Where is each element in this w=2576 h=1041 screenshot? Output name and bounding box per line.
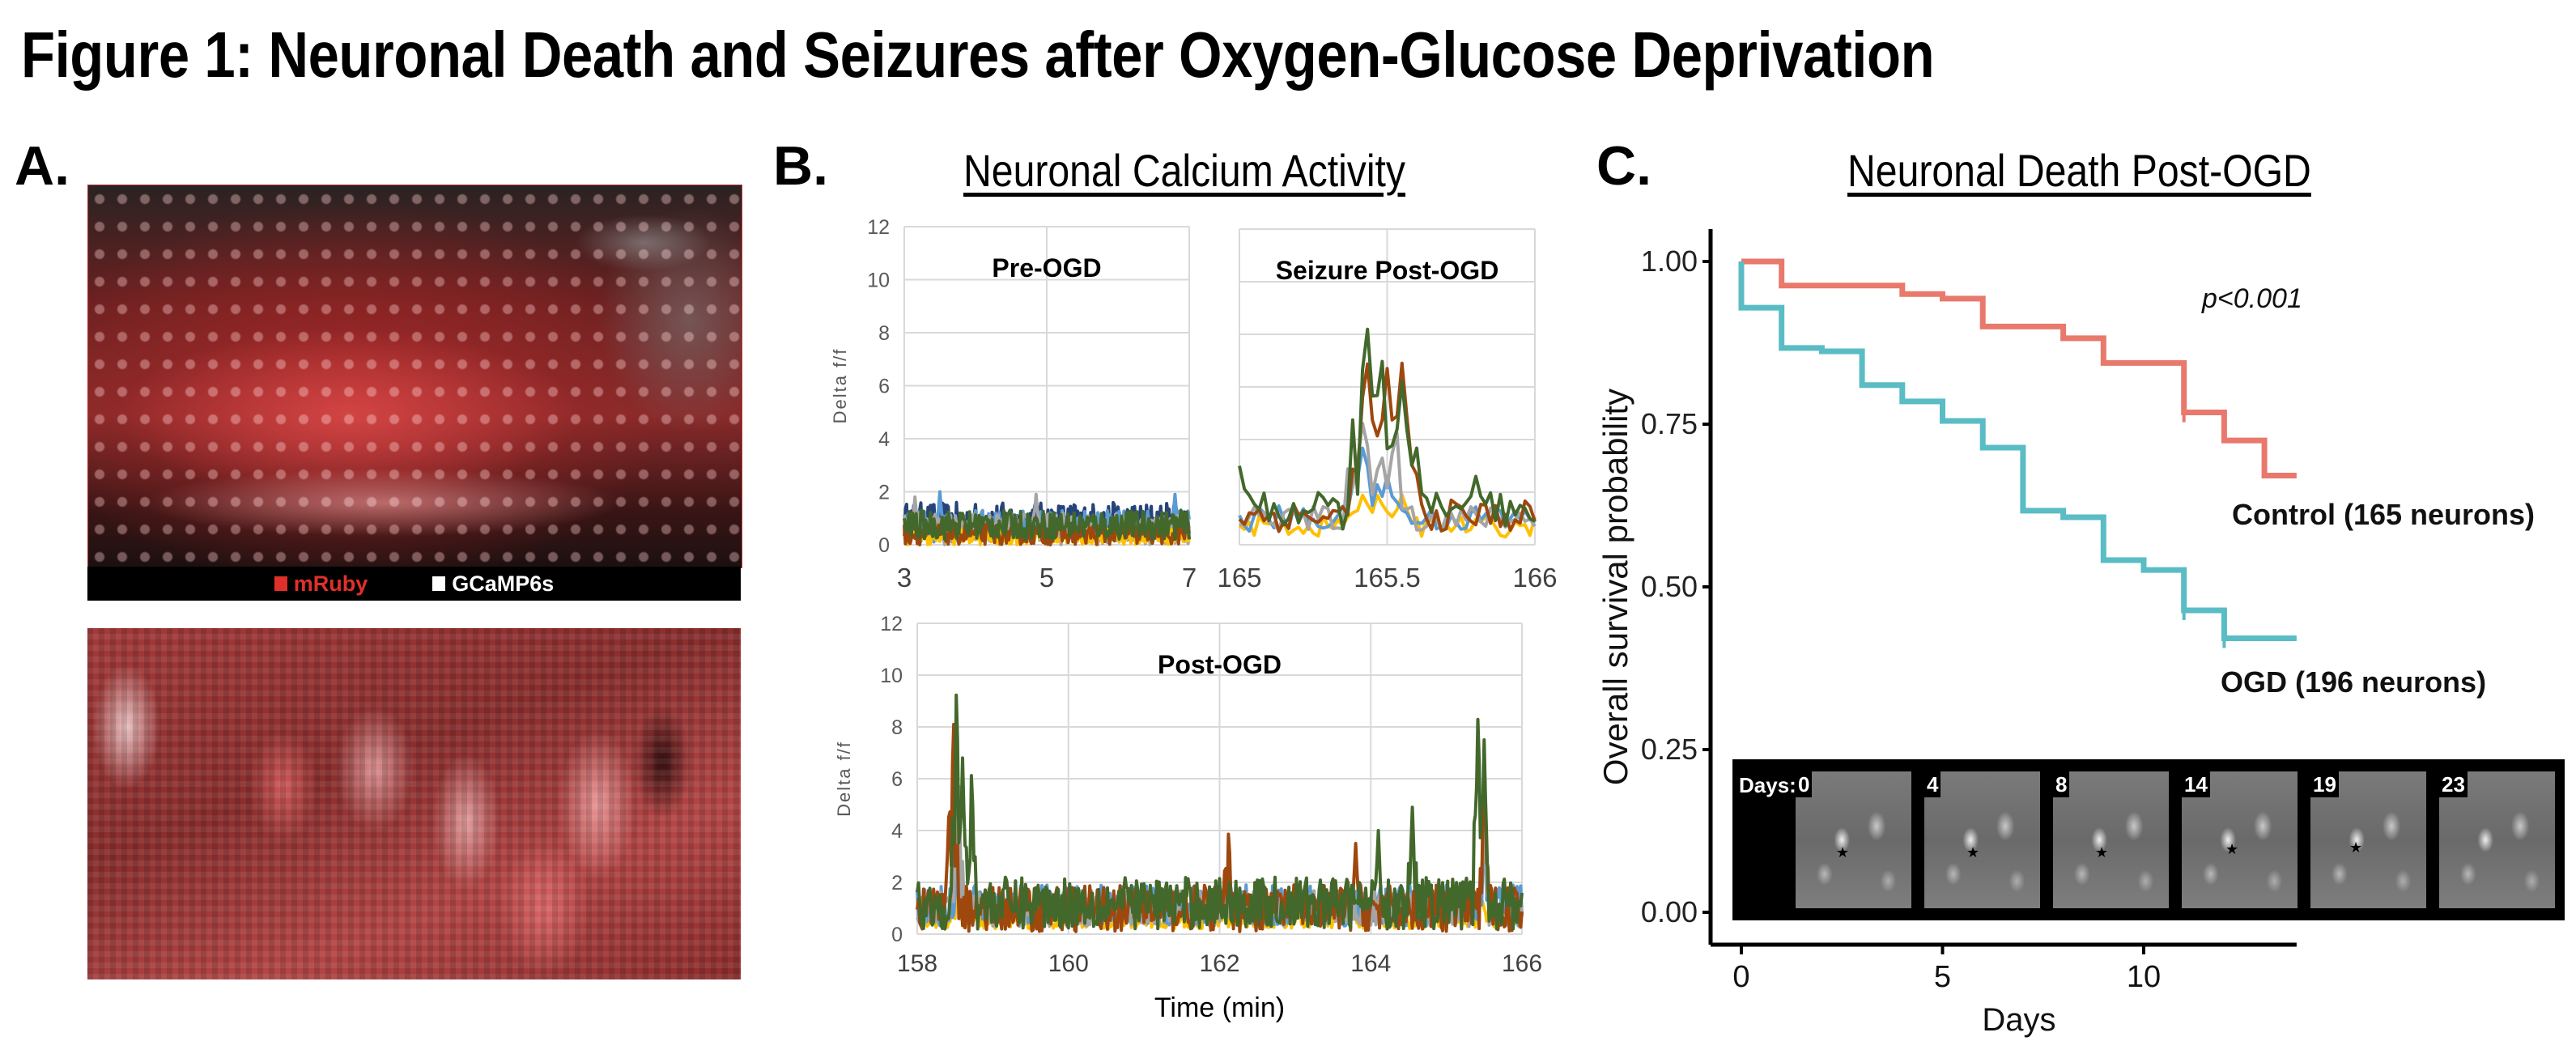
y-tick-label: 0.25 (1641, 733, 1698, 766)
x-tick-label: 0 (1732, 960, 1749, 994)
y-tick-label: 2 (878, 482, 890, 504)
tile-day-label: 4 (1924, 771, 1941, 797)
legend-label-gcamp6s: GCaMP6s (452, 571, 555, 596)
panel-b-label: B. (773, 135, 828, 197)
y-tick-label: 8 (891, 716, 903, 739)
panel-c-title: Neuronal Death Post-OGD (1847, 145, 2311, 196)
tile-day-label: 8 (2053, 771, 2070, 797)
legend-label-ogd: OGD (196 neurons) (2221, 665, 2486, 699)
legend-swatch-mruby (274, 576, 287, 591)
trace-green (1238, 327, 1536, 531)
tile-day-label: 23 (2439, 771, 2468, 797)
confocal-image-zoom (87, 628, 741, 979)
x-tick-label: 7 (1182, 563, 1197, 593)
time-lapse-inset: Days: 0 ★ 4 ★ 8 ★ 14 ★ 19 ★ 23 (1732, 759, 2565, 920)
y-tick-label: 12 (880, 613, 903, 635)
x-axis-label: Days (1982, 1002, 2055, 1038)
p-value-annotation: p<0.001 (2201, 283, 2302, 314)
time-lapse-tile: 8 ★ (2053, 771, 2169, 908)
channel-legend: mRuby GCaMP6s (87, 567, 741, 601)
trace-gray (1239, 422, 1537, 533)
x-tick-label: 165 (1217, 563, 1261, 593)
time-lapse-tile: 19 ★ (2310, 771, 2426, 908)
x-tick-label: 164 (1350, 950, 1391, 977)
y-tick-label: 0 (891, 924, 903, 946)
x-tick-label: 10 (2127, 960, 2161, 994)
x-tick-label: 5 (1934, 960, 1951, 994)
x-tick-label: 5 (1039, 563, 1054, 593)
tile-day-label: 0 (1796, 771, 1813, 797)
tile-day-label: 14 (2182, 771, 2210, 797)
chart-title: Seizure Post-OGD (1276, 256, 1499, 285)
ogd-survival-curve (1738, 261, 2297, 642)
legend-label-control: Control (165 neurons) (2232, 498, 2535, 531)
y-tick-label: 1.00 (1641, 244, 1698, 278)
y-tick-label: 4 (891, 820, 903, 843)
x-tick-label: 3 (897, 563, 912, 593)
time-lapse-tile: 0 ★ (1796, 771, 1911, 908)
x-tick-label: 160 (1048, 950, 1089, 977)
legend-item-gcamp6s: GCaMP6s (432, 571, 554, 597)
legend-item-mruby: mRuby (274, 571, 368, 597)
star-marker-icon: ★ (2095, 844, 2109, 860)
x-tick-label: 162 (1199, 950, 1239, 977)
trace-green (903, 508, 1191, 542)
y-tick-label: 2 (891, 872, 903, 894)
y-tick-label: 10 (880, 665, 903, 687)
confocal-image-overview (87, 185, 742, 568)
panel-a-label: A. (15, 135, 70, 197)
trace-green (916, 693, 1524, 931)
trace-yellow (1238, 493, 1537, 539)
time-lapse-tile: 4 ★ (1924, 771, 2040, 908)
star-marker-icon: ★ (2225, 841, 2239, 857)
y-tick-label: 12 (867, 216, 890, 239)
x-tick-label: 158 (897, 950, 937, 977)
y-tick-label: 0.50 (1641, 570, 1698, 603)
y-tick-label: 4 (878, 428, 890, 451)
y-tick-label: 0.75 (1641, 407, 1698, 440)
panel-b-title: Neuronal Calcium Activity (963, 145, 1406, 196)
time-lapse-tile: 23 (2439, 771, 2555, 908)
x-tick-label: 166 (1512, 563, 1557, 593)
x-tick-label: 165.5 (1354, 563, 1421, 593)
y-tick-label: 0 (878, 534, 890, 557)
inset-days-label: Days: (1739, 773, 1796, 797)
chart-title: Post-OGD (1158, 650, 1282, 679)
control-survival-curve (1741, 258, 2297, 479)
tile-day-label: 19 (2310, 771, 2339, 797)
x-tick-label: 166 (1502, 950, 1542, 977)
y-axis-label: Overall survival probability (1596, 389, 1634, 785)
figure-title: Figure 1: Neuronal Death and Seizures af… (21, 19, 1935, 91)
chart-title: Pre-OGD (992, 253, 1101, 283)
panel-c-label: C. (1596, 135, 1651, 197)
y-tick-label: 10 (867, 270, 890, 292)
y-tick-label: 6 (878, 376, 890, 398)
time-lapse-tile: 14 ★ (2182, 771, 2298, 908)
y-tick-label: 6 (891, 768, 903, 791)
star-marker-icon: ★ (1966, 844, 1980, 860)
legend-swatch-gcamp6s (432, 576, 446, 591)
legend-label-mruby: mRuby (293, 571, 368, 596)
y-axis-label: Delta f/f (830, 348, 850, 424)
star-marker-icon: ★ (2349, 839, 2363, 856)
y-tick-label: 8 (878, 322, 890, 345)
y-axis-label: Delta f/f (834, 741, 854, 817)
star-marker-icon: ★ (1836, 844, 1850, 860)
y-tick-label: 0.00 (1641, 895, 1698, 928)
x-axis-label: Time (min) (1154, 992, 1285, 1023)
